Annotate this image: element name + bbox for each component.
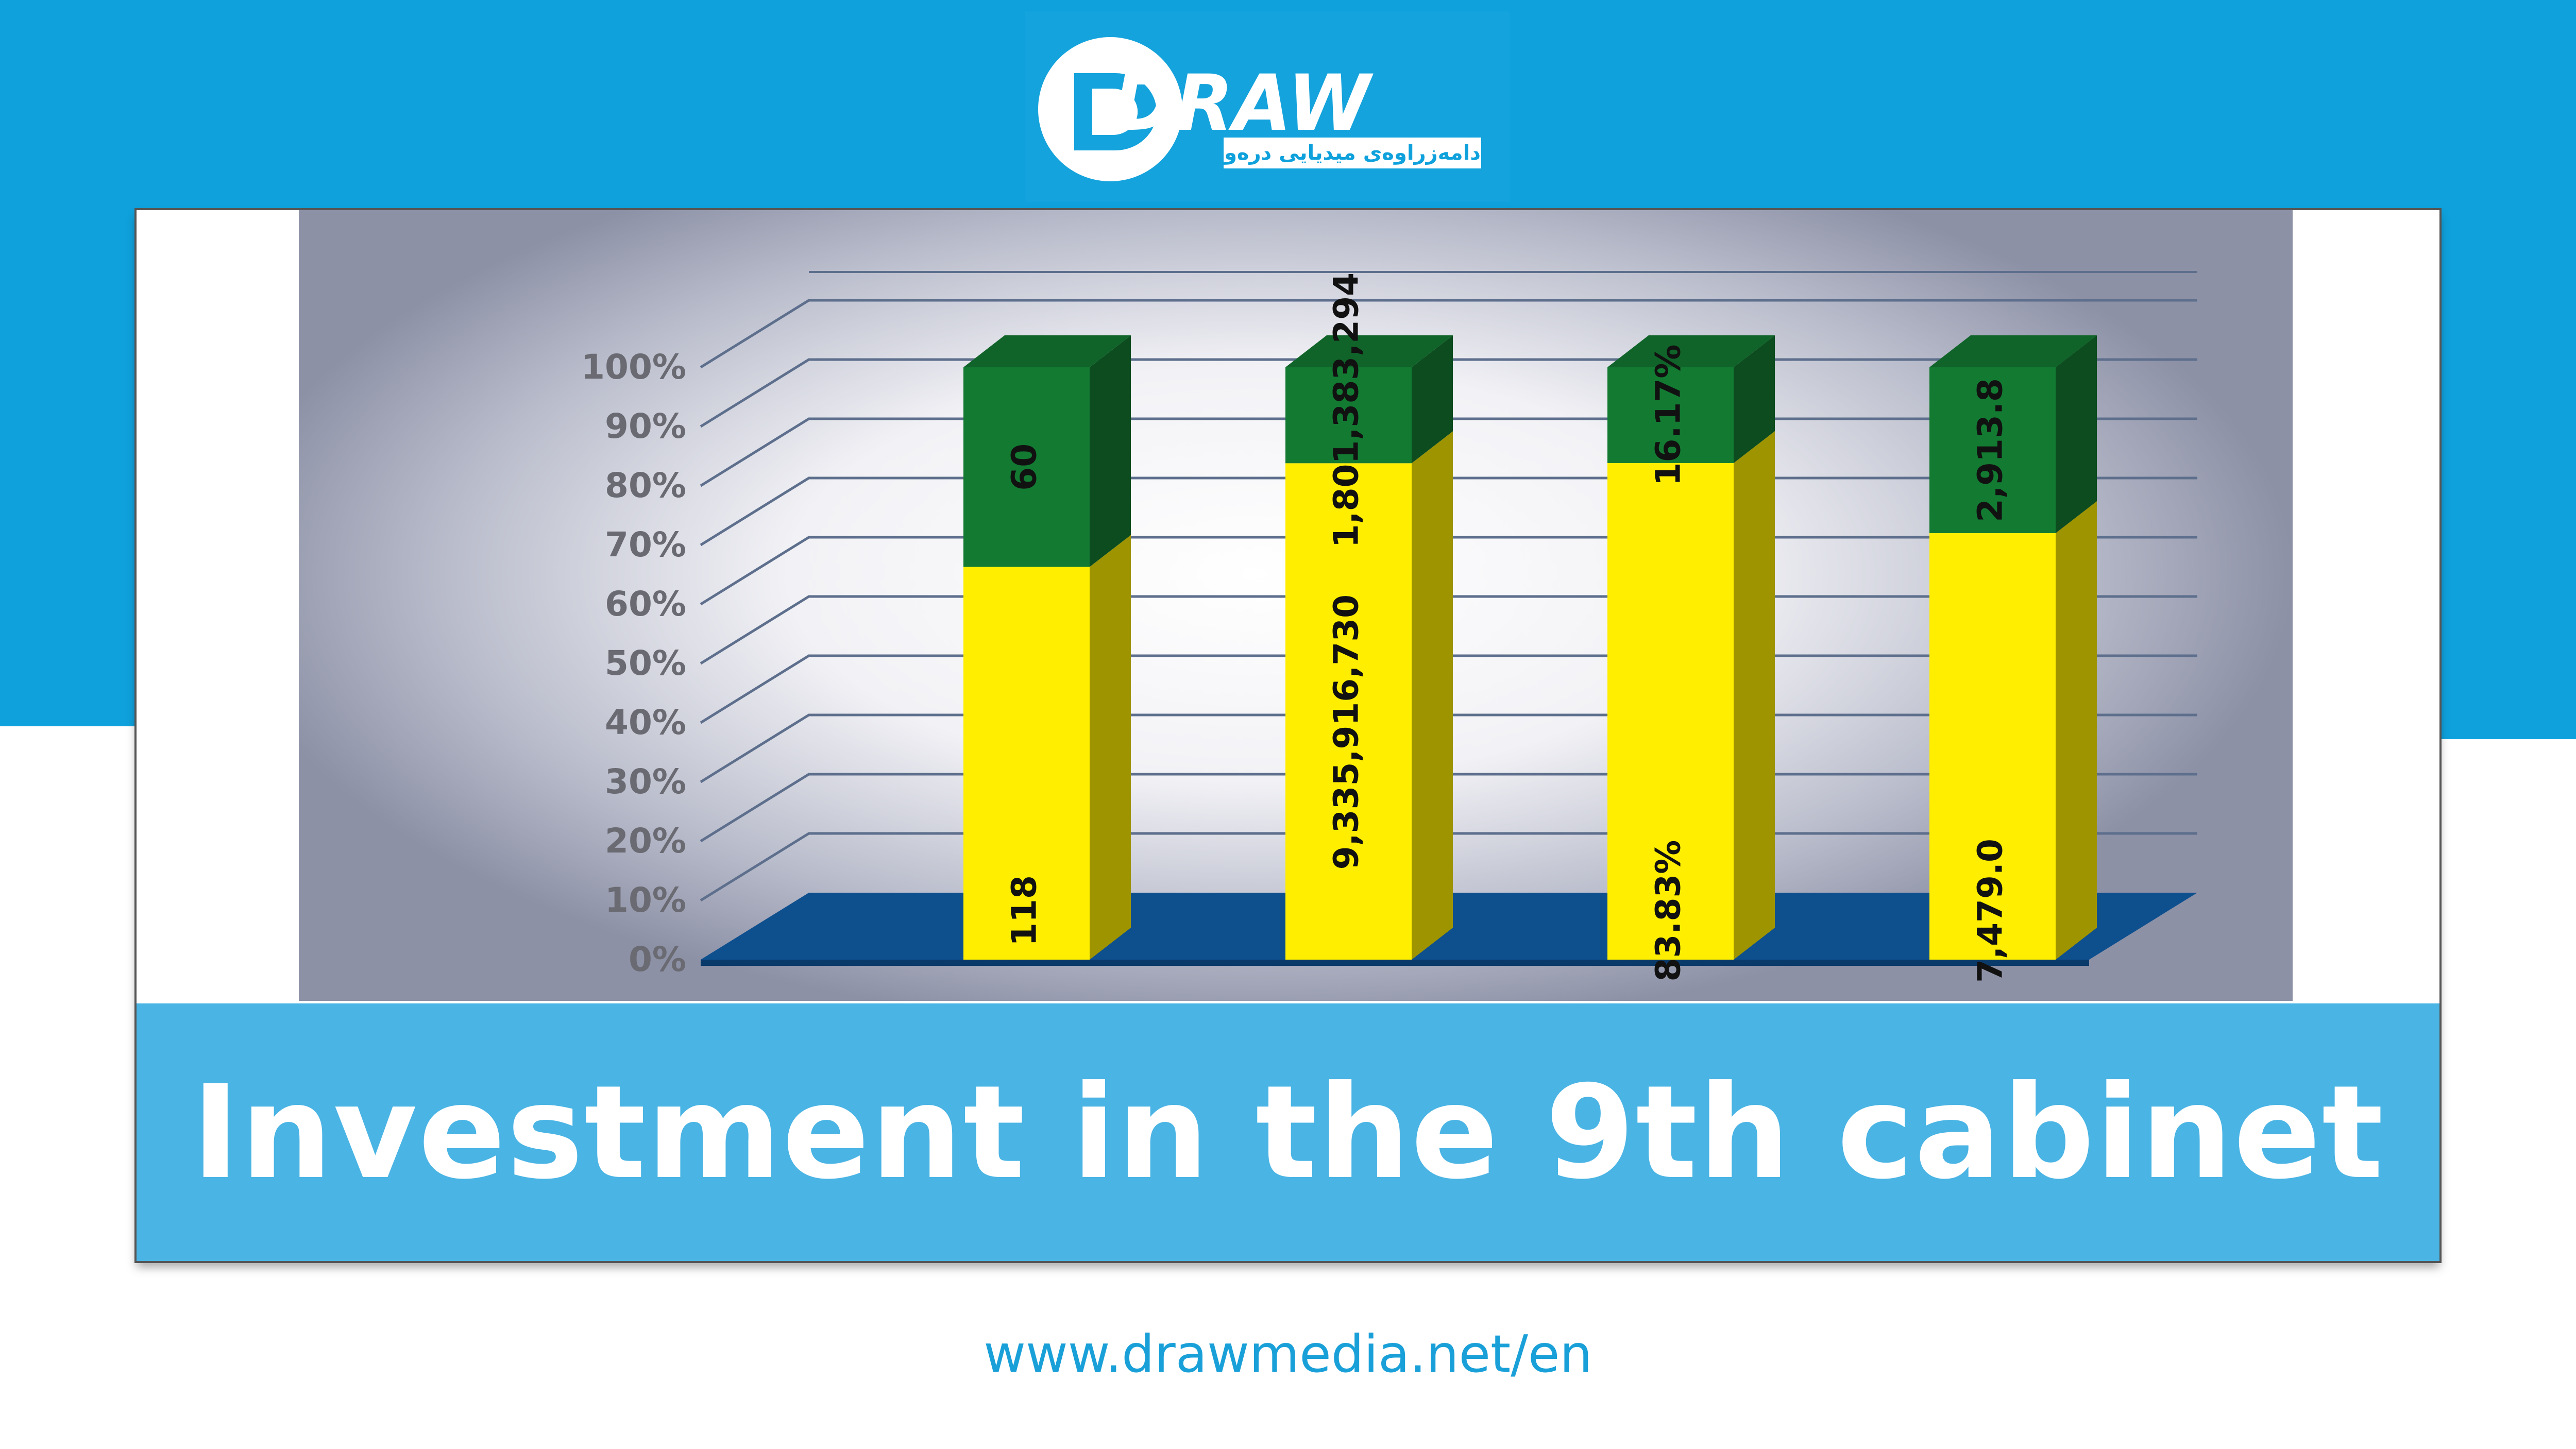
bar-stack — [963, 335, 1131, 960]
stacked-bar-chart: 0% 10% 20% 30% 40% 50% 60% 70% 80% 90% 100% 118 60 9… — [581, 271, 2197, 983]
bar-segment-top-side — [1090, 335, 1131, 567]
bar-stack — [1929, 335, 2097, 960]
chart-floor-edge — [701, 960, 2089, 966]
bar-segment-bottom-side — [1734, 431, 1775, 960]
bar-segment-top-side — [1412, 335, 1453, 464]
bar-layer — [963, 335, 2097, 960]
y-tick-label-layer: 0% 10% 20% 30% 40% 50% 60% 70% 80% 90% 100% — [581, 347, 686, 979]
y-tick-label: 60% — [605, 584, 686, 624]
website-url: www.drawmedia.net/en — [984, 1324, 1592, 1384]
bar-segment-bottom — [1929, 533, 2056, 960]
data-label-bottom: 7,479.0 — [1971, 839, 2010, 983]
chart-panel: 0% 10% 20% 30% 40% 50% 60% 70% 80% 90% 100% 118 60 9… — [299, 210, 2293, 1001]
draw-logo-mark: DRAW دامەزراوەی میدیایی درەو — [1038, 37, 1481, 181]
y-tick-label: 40% — [605, 703, 686, 742]
data-label-bottom: 83.83% — [1649, 840, 1688, 982]
bar-stack — [1607, 335, 1775, 960]
data-label-top: 60 — [1005, 444, 1044, 491]
y-tick-label: 20% — [605, 821, 686, 861]
y-tick-label: 10% — [605, 880, 686, 920]
draw-logo: DRAW دامەزراوەی میدیایی درەو — [1025, 11, 1510, 202]
bar-segment-top — [1607, 367, 1734, 463]
y-tick-label: 0% — [629, 940, 686, 979]
y-tick-label: 50% — [605, 643, 686, 683]
page-title: Investment in the 9th cabinet — [191, 1057, 2385, 1207]
bar-cap — [963, 335, 1131, 367]
data-label-top: 16.17% — [1649, 345, 1688, 486]
bar-segment-top — [963, 367, 1090, 567]
bar-segment-bottom — [1607, 463, 1734, 960]
bar-segment-bottom — [963, 567, 1090, 960]
chart-card: 0% 10% 20% 30% 40% 50% 60% 70% 80% 90% 100% 118 60 9… — [137, 210, 2439, 1261]
bar-segment-bottom — [1285, 463, 1412, 960]
bar-stack — [1285, 335, 1453, 960]
y-tick-label: 100% — [581, 347, 686, 387]
bar-segment-top — [1285, 367, 1412, 464]
bar-cap — [1929, 335, 2097, 367]
gridline — [700, 299, 2197, 369]
bar-segment-top-side — [2056, 335, 2097, 533]
title-bar: Investment in the 9th cabinet — [137, 1003, 2439, 1261]
logo-wordmark: DRAW — [1113, 59, 1374, 148]
bar-segment-top-side — [1734, 335, 1775, 463]
y-tick-label: 90% — [605, 406, 686, 446]
right-blue-band — [2437, 0, 2576, 739]
data-label-top: 1,801,383,294 — [1327, 272, 1366, 548]
y-tick-label: 70% — [605, 525, 686, 565]
y-tick-label: 80% — [605, 466, 686, 505]
y-tick-label: 30% — [605, 762, 686, 802]
bar-segment-top — [1929, 367, 2056, 533]
bar-segment-bottom-side — [1412, 431, 1453, 960]
bar-segment-bottom-side — [1090, 535, 1131, 960]
bar-cap — [1607, 335, 1775, 367]
data-label-top: 2,913.8 — [1971, 378, 2010, 522]
bar-cap — [1285, 335, 1453, 367]
data-label-layer: 118 60 9,335,916,730 1,801,383,294 83.83% 16.… — [1005, 272, 2010, 983]
data-label-bottom: 118 — [1005, 875, 1044, 946]
bar-segment-bottom-side — [2056, 501, 2097, 960]
data-label-bottom: 9,335,916,730 — [1327, 594, 1366, 870]
logo-subtitle: دامەزراوەی میدیایی درەو — [1223, 141, 1481, 165]
